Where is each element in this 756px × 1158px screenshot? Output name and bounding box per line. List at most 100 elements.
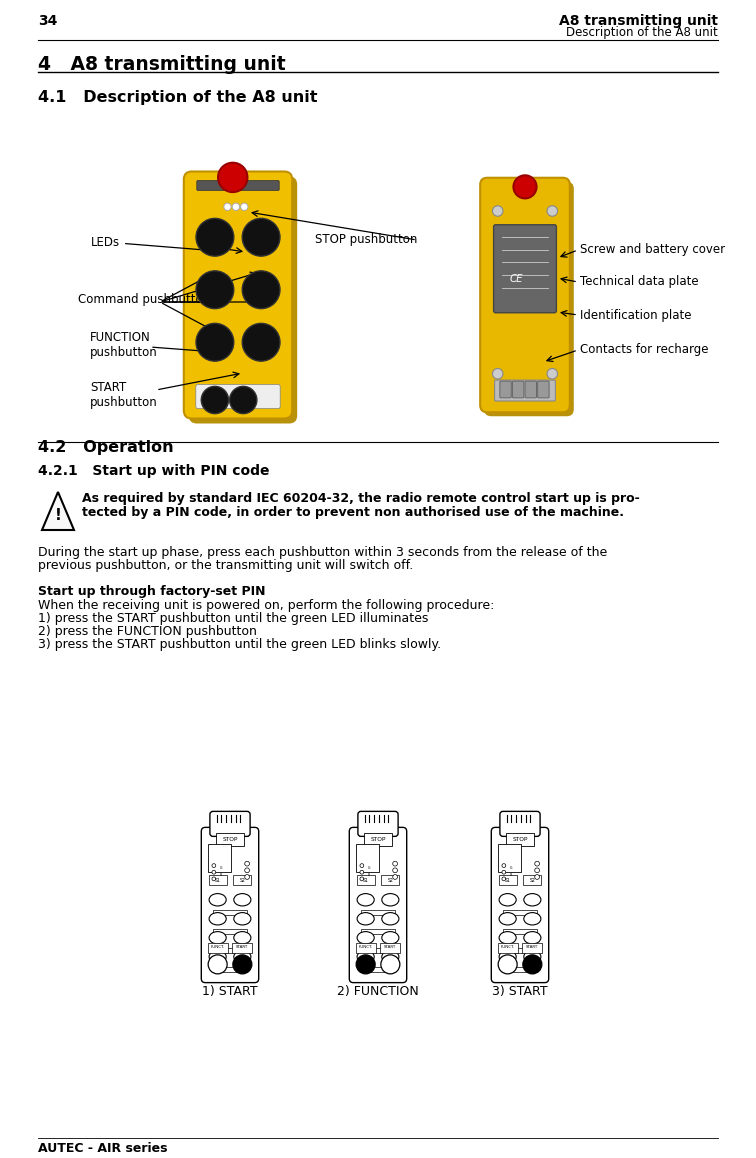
Ellipse shape: [234, 894, 251, 906]
Text: As required by standard IEC 60204-32, the radio remote control start up is pro-: As required by standard IEC 60204-32, th…: [82, 492, 640, 505]
FancyBboxPatch shape: [213, 910, 247, 915]
FancyBboxPatch shape: [513, 381, 524, 398]
Ellipse shape: [499, 931, 516, 944]
FancyBboxPatch shape: [201, 827, 259, 983]
Text: S1: S1: [363, 878, 369, 884]
Text: FUNCTION
pushbutton: FUNCTION pushbutton: [90, 331, 158, 359]
Circle shape: [233, 955, 252, 974]
FancyBboxPatch shape: [189, 176, 297, 424]
Text: 4.2   Operation: 4.2 Operation: [38, 440, 174, 455]
Text: A8 transmitting unit: A8 transmitting unit: [559, 14, 718, 28]
Circle shape: [232, 203, 240, 211]
Ellipse shape: [524, 894, 541, 906]
Circle shape: [534, 862, 540, 866]
Circle shape: [513, 175, 537, 198]
FancyBboxPatch shape: [208, 943, 228, 953]
Circle shape: [547, 368, 557, 379]
Ellipse shape: [499, 894, 516, 906]
Circle shape: [201, 387, 228, 413]
Circle shape: [212, 871, 215, 874]
Ellipse shape: [524, 913, 541, 925]
Circle shape: [356, 955, 375, 974]
Text: 1) press the START pushbutton until the green LED illuminates: 1) press the START pushbutton until the …: [38, 611, 429, 625]
FancyBboxPatch shape: [480, 177, 570, 412]
FancyBboxPatch shape: [215, 834, 244, 845]
Ellipse shape: [209, 894, 226, 906]
Text: S2: S2: [240, 878, 245, 884]
Text: Command pushbuttons: Command pushbuttons: [78, 293, 216, 307]
Circle shape: [534, 868, 540, 873]
Text: S2: S2: [529, 878, 535, 884]
FancyBboxPatch shape: [499, 874, 516, 885]
Text: AUTEC - AIR series: AUTEC - AIR series: [38, 1142, 168, 1155]
Circle shape: [242, 271, 280, 309]
Polygon shape: [42, 492, 74, 530]
FancyBboxPatch shape: [197, 181, 279, 191]
FancyBboxPatch shape: [358, 812, 398, 836]
Circle shape: [218, 163, 247, 192]
Text: Identification plate: Identification plate: [580, 308, 692, 322]
Circle shape: [212, 864, 215, 867]
Ellipse shape: [382, 931, 399, 944]
Ellipse shape: [382, 913, 399, 925]
Text: 3) START: 3) START: [492, 985, 548, 998]
Text: previous pushbutton, or the transmitting unit will switch off.: previous pushbutton, or the transmitting…: [38, 559, 414, 572]
Text: 4.1   Description of the A8 unit: 4.1 Description of the A8 unit: [38, 90, 318, 105]
Circle shape: [502, 864, 506, 867]
Circle shape: [245, 862, 249, 866]
FancyBboxPatch shape: [525, 381, 537, 398]
Text: Technical data plate: Technical data plate: [580, 276, 699, 288]
Text: LEDs: LEDs: [91, 235, 226, 254]
Circle shape: [392, 868, 398, 873]
Text: STOP: STOP: [222, 837, 237, 842]
FancyBboxPatch shape: [361, 948, 395, 953]
Ellipse shape: [234, 931, 251, 944]
FancyBboxPatch shape: [361, 967, 395, 972]
FancyBboxPatch shape: [361, 910, 395, 915]
FancyBboxPatch shape: [500, 812, 540, 836]
Ellipse shape: [357, 931, 374, 944]
Text: G: G: [219, 866, 222, 871]
FancyBboxPatch shape: [494, 225, 556, 313]
Text: S1: S1: [505, 878, 510, 884]
Text: G: G: [510, 866, 512, 871]
Ellipse shape: [499, 951, 516, 963]
Text: 3) press the START pushbutton until the green LED blinks slowly.: 3) press the START pushbutton until the …: [38, 638, 441, 651]
FancyBboxPatch shape: [208, 844, 231, 872]
Text: 2) press the FUNCTION pushbutton: 2) press the FUNCTION pushbutton: [38, 625, 257, 638]
Circle shape: [360, 864, 364, 867]
Circle shape: [230, 387, 257, 413]
FancyBboxPatch shape: [523, 874, 541, 885]
FancyBboxPatch shape: [361, 929, 395, 935]
FancyBboxPatch shape: [503, 929, 537, 935]
FancyBboxPatch shape: [381, 874, 399, 885]
Ellipse shape: [524, 951, 541, 963]
Circle shape: [245, 874, 249, 879]
Circle shape: [534, 874, 540, 879]
Circle shape: [492, 206, 503, 217]
FancyBboxPatch shape: [349, 827, 407, 983]
Circle shape: [381, 955, 400, 974]
Circle shape: [360, 871, 364, 874]
FancyBboxPatch shape: [232, 943, 253, 953]
Circle shape: [242, 219, 280, 256]
FancyBboxPatch shape: [522, 943, 542, 953]
Text: 4.2.1   Start up with PIN code: 4.2.1 Start up with PIN code: [38, 464, 269, 478]
Text: FUNCT.: FUNCT.: [211, 945, 225, 950]
Text: Screw and battery cover: Screw and battery cover: [580, 243, 725, 257]
FancyBboxPatch shape: [234, 874, 252, 885]
Circle shape: [196, 219, 234, 256]
Text: 2) FUNCTION: 2) FUNCTION: [337, 985, 419, 998]
FancyBboxPatch shape: [500, 381, 511, 398]
FancyBboxPatch shape: [357, 874, 375, 885]
Text: S2: S2: [387, 878, 393, 884]
Ellipse shape: [234, 913, 251, 925]
Circle shape: [196, 323, 234, 361]
Text: STOP pushbutton: STOP pushbutton: [314, 234, 417, 247]
FancyBboxPatch shape: [209, 874, 227, 885]
FancyBboxPatch shape: [184, 171, 293, 418]
FancyBboxPatch shape: [538, 381, 549, 398]
FancyBboxPatch shape: [213, 948, 247, 953]
Text: During the start up phase, press each pushbutton within 3 seconds from the relea: During the start up phase, press each pu…: [38, 547, 607, 559]
FancyBboxPatch shape: [213, 967, 247, 972]
